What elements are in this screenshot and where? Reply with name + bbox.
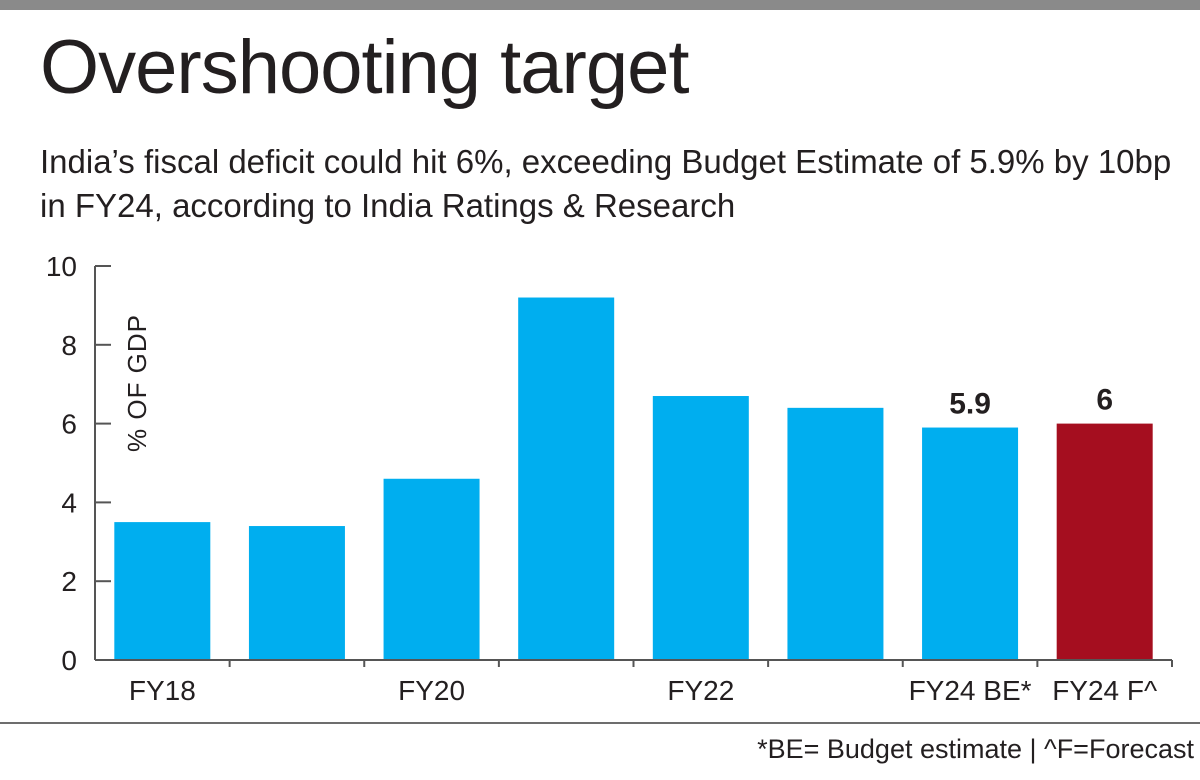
y-tick-label: 2: [61, 566, 77, 597]
data-labels: 5.9 6: [949, 384, 1113, 421]
y-tick-label: 6: [61, 409, 77, 440]
x-tick-label: FY24 F^: [1052, 675, 1157, 706]
x-tick-label: FY22: [667, 675, 734, 706]
bar-FY24 F^: [1056, 423, 1153, 660]
bar-FY22: [652, 396, 749, 660]
y-tick-label: 10: [46, 251, 77, 282]
y-tick-label: 4: [61, 487, 77, 518]
top-rule: [0, 0, 1200, 10]
bar-FY24 BE*: [922, 427, 1019, 660]
bar-FY20: [383, 478, 480, 660]
bars: [114, 297, 1153, 660]
x-tick-label: FY20: [398, 675, 465, 706]
x-tick-label: FY24 BE*: [909, 675, 1032, 706]
bottom-rule: [0, 722, 1200, 724]
chart-title: Overshooting target: [40, 25, 689, 110]
y-tick-label: 0: [61, 645, 77, 676]
y-axis: 0 2 4 6 8 10: [46, 251, 111, 676]
bar-FY18: [114, 522, 211, 660]
bar-FY19: [248, 526, 345, 660]
y-tick-label: 8: [61, 330, 77, 361]
footnote: *BE= Budget estimate | ^F=Forecast: [757, 734, 1194, 764]
y-axis-label: % OF GDP: [122, 314, 152, 452]
bar-FY23: [787, 407, 884, 660]
bar-FY21: [518, 297, 615, 660]
chart-subtitle: India’s fiscal deficit could hit 6%, exc…: [40, 143, 1172, 224]
data-label: 6: [1096, 384, 1113, 417]
x-tick-label: FY18: [129, 675, 196, 706]
x-axis: FY18 FY20 FY22 FY24 BE* FY24 F^: [95, 659, 1173, 706]
data-label: 5.9: [949, 388, 991, 421]
